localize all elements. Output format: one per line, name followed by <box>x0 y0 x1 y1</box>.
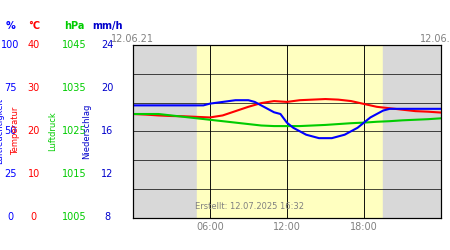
Text: 100: 100 <box>1 40 20 50</box>
Text: 25: 25 <box>4 170 17 179</box>
Text: 1045: 1045 <box>62 40 87 50</box>
Text: 1005: 1005 <box>62 212 87 222</box>
Text: 8: 8 <box>104 212 110 222</box>
Text: Luftdruck: Luftdruck <box>48 112 57 151</box>
Text: 0: 0 <box>7 212 14 222</box>
Text: 20: 20 <box>101 83 113 93</box>
Text: hPa: hPa <box>64 21 85 31</box>
Bar <box>383 45 441 218</box>
Text: 24: 24 <box>101 40 113 50</box>
Text: Temperatur: Temperatur <box>11 107 20 156</box>
Text: 10: 10 <box>28 170 40 179</box>
Text: Niederschlag: Niederschlag <box>81 104 90 159</box>
Text: 40: 40 <box>28 40 40 50</box>
Text: 30: 30 <box>28 83 40 93</box>
Bar <box>197 45 383 218</box>
Text: 0: 0 <box>31 212 37 222</box>
Text: 1015: 1015 <box>62 170 87 179</box>
Text: °C: °C <box>28 21 40 31</box>
Text: 75: 75 <box>4 83 17 93</box>
Bar <box>133 45 197 218</box>
Text: 50: 50 <box>4 126 17 136</box>
Text: 1025: 1025 <box>62 126 87 136</box>
Text: 20: 20 <box>28 126 40 136</box>
Text: 16: 16 <box>101 126 113 136</box>
Text: 12: 12 <box>101 170 113 179</box>
Text: Erstellt: 12.07.2025 16:32: Erstellt: 12.07.2025 16:32 <box>195 202 304 210</box>
Text: %: % <box>5 21 15 31</box>
Text: Luftfeuchtigkeit: Luftfeuchtigkeit <box>0 98 4 164</box>
Text: 1035: 1035 <box>62 83 87 93</box>
Text: mm/h: mm/h <box>92 21 122 31</box>
